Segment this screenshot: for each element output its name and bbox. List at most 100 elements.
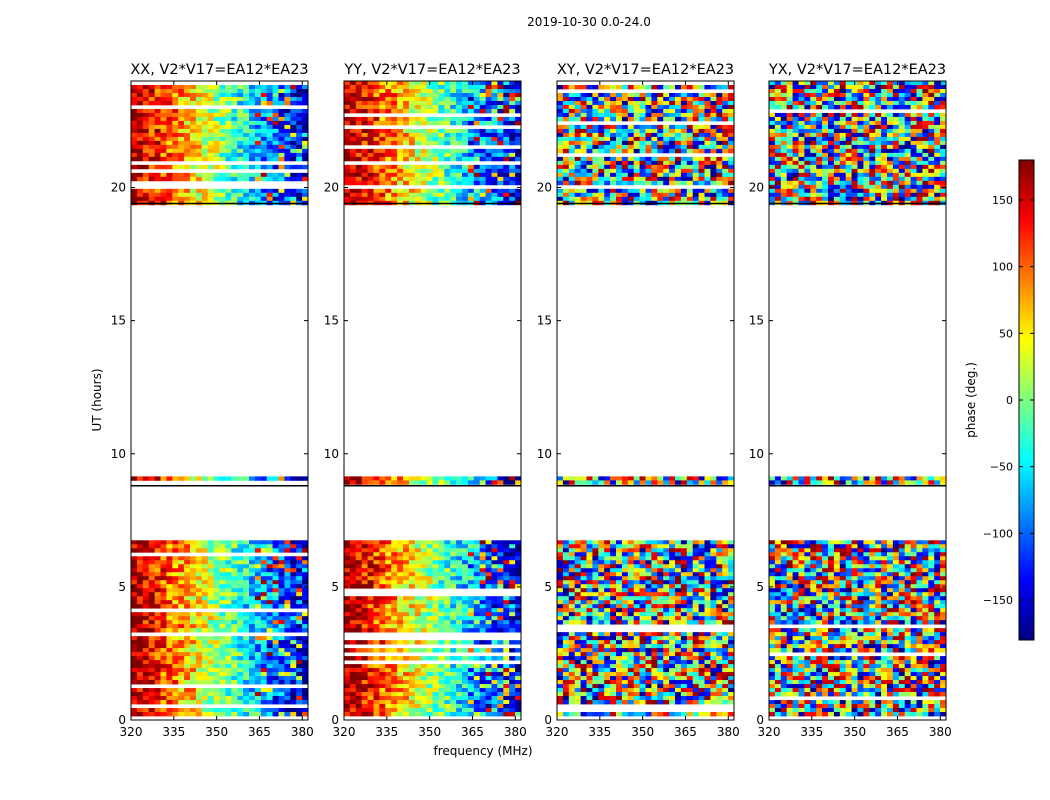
heatmap-cell (184, 172, 191, 178)
heatmap-cell (278, 580, 285, 585)
heatmap-cell (503, 580, 510, 585)
heatmap-cell (260, 636, 268, 641)
heatmap-cell (172, 148, 179, 154)
heatmap-cell (344, 664, 351, 669)
heatmap-cell (237, 164, 244, 170)
heatmap-cell (479, 128, 486, 134)
heatmap-cell (420, 188, 427, 194)
heatmap-cell (231, 596, 238, 601)
heatmap-cell (184, 640, 191, 645)
heatmap-cell (237, 88, 244, 94)
heatmap-cell (426, 540, 433, 545)
heatmap-cell (207, 596, 214, 601)
heatmap-cell (509, 116, 516, 122)
heatmap-cell (485, 120, 492, 126)
heatmap-cell (142, 112, 150, 118)
heatmap-cell (621, 548, 629, 553)
heatmap-cell (574, 136, 581, 142)
heatmap-cell (728, 156, 735, 162)
heatmap-cell (663, 544, 670, 549)
heatmap-cell (391, 552, 398, 557)
heatmap-cell (190, 708, 197, 713)
heatmap-cell (574, 148, 581, 154)
heatmap-cell (568, 92, 576, 98)
heatmap-cell (574, 560, 581, 565)
heatmap-cell (397, 568, 404, 573)
heatmap-cell (604, 116, 611, 122)
heatmap-cell (355, 81, 363, 86)
heatmap-cell (426, 176, 433, 182)
heatmap-cell (142, 540, 150, 545)
heatmap-cell (710, 172, 717, 178)
heatmap-cell (663, 140, 670, 146)
heatmap-cell (166, 588, 173, 593)
heatmap-cell (408, 640, 416, 645)
heatmap-cell (467, 712, 475, 717)
heatmap-cell (385, 616, 392, 621)
heatmap-cell (367, 712, 374, 717)
heatmap-cell (432, 616, 439, 621)
heatmap-cell (403, 640, 410, 645)
heatmap-cell (473, 568, 481, 573)
heatmap-cell (557, 540, 564, 545)
heatmap-cell (574, 480, 581, 485)
heatmap-cell (663, 104, 670, 110)
heatmap-cell (355, 604, 363, 609)
heatmap-cell (190, 476, 197, 481)
heatmap-cell (243, 616, 250, 621)
heatmap-cell (391, 624, 398, 629)
heatmap-cell (704, 92, 711, 98)
heatmap-cell (237, 108, 244, 114)
heatmap-cell (136, 712, 144, 717)
heatmap-cell (184, 92, 191, 98)
heatmap-cell (219, 628, 226, 633)
heatmap-cell (491, 96, 498, 102)
heatmap-cell (450, 540, 457, 545)
heatmap-cell (503, 600, 510, 605)
heatmap-cell (172, 616, 179, 621)
heatmap-cell (456, 576, 463, 581)
heatmap-cell (160, 672, 167, 677)
heatmap-cell (722, 544, 729, 549)
heatmap-cell (284, 572, 291, 577)
heatmap-cell (385, 81, 392, 86)
heatmap-cell (403, 708, 410, 713)
heatmap-cell (142, 648, 150, 653)
heatmap-cell (728, 124, 735, 130)
heatmap-cell (716, 196, 723, 202)
heatmap-cell (462, 196, 469, 202)
heatmap-cell (438, 140, 445, 146)
heatmap-cell (485, 168, 492, 174)
heatmap-cell (568, 552, 576, 557)
heatmap-cell (207, 616, 214, 621)
heatmap-cell (207, 568, 214, 573)
heatmap-cell (432, 540, 439, 545)
heatmap-cell (651, 160, 658, 166)
heatmap-cell (403, 84, 410, 90)
heatmap-cell (467, 600, 475, 605)
heatmap-cell (379, 132, 386, 138)
heatmap-cell (148, 692, 155, 697)
heatmap-cell (403, 564, 410, 569)
heatmap-cell (462, 604, 469, 609)
heatmap-cell (272, 596, 279, 601)
heatmap-cell (568, 144, 576, 150)
heatmap-cell (438, 616, 445, 621)
heatmap-cell (178, 588, 185, 593)
heatmap-cell (391, 712, 398, 717)
heatmap-cell (408, 136, 416, 142)
heatmap-cell (195, 540, 203, 545)
heatmap-cell (142, 584, 150, 589)
heatmap-cell (592, 128, 599, 134)
heatmap-cell (385, 544, 392, 549)
heatmap-cell (284, 656, 291, 661)
heatmap-cell (450, 148, 457, 154)
heatmap-cell (686, 176, 694, 182)
heatmap-cell (195, 192, 203, 198)
heatmap-cell (278, 572, 285, 577)
heatmap-cell (355, 584, 363, 589)
heatmap-cell (557, 132, 564, 138)
heatmap-cell (172, 696, 179, 701)
heatmap-cell (213, 592, 220, 597)
heatmap-cell (663, 164, 670, 170)
